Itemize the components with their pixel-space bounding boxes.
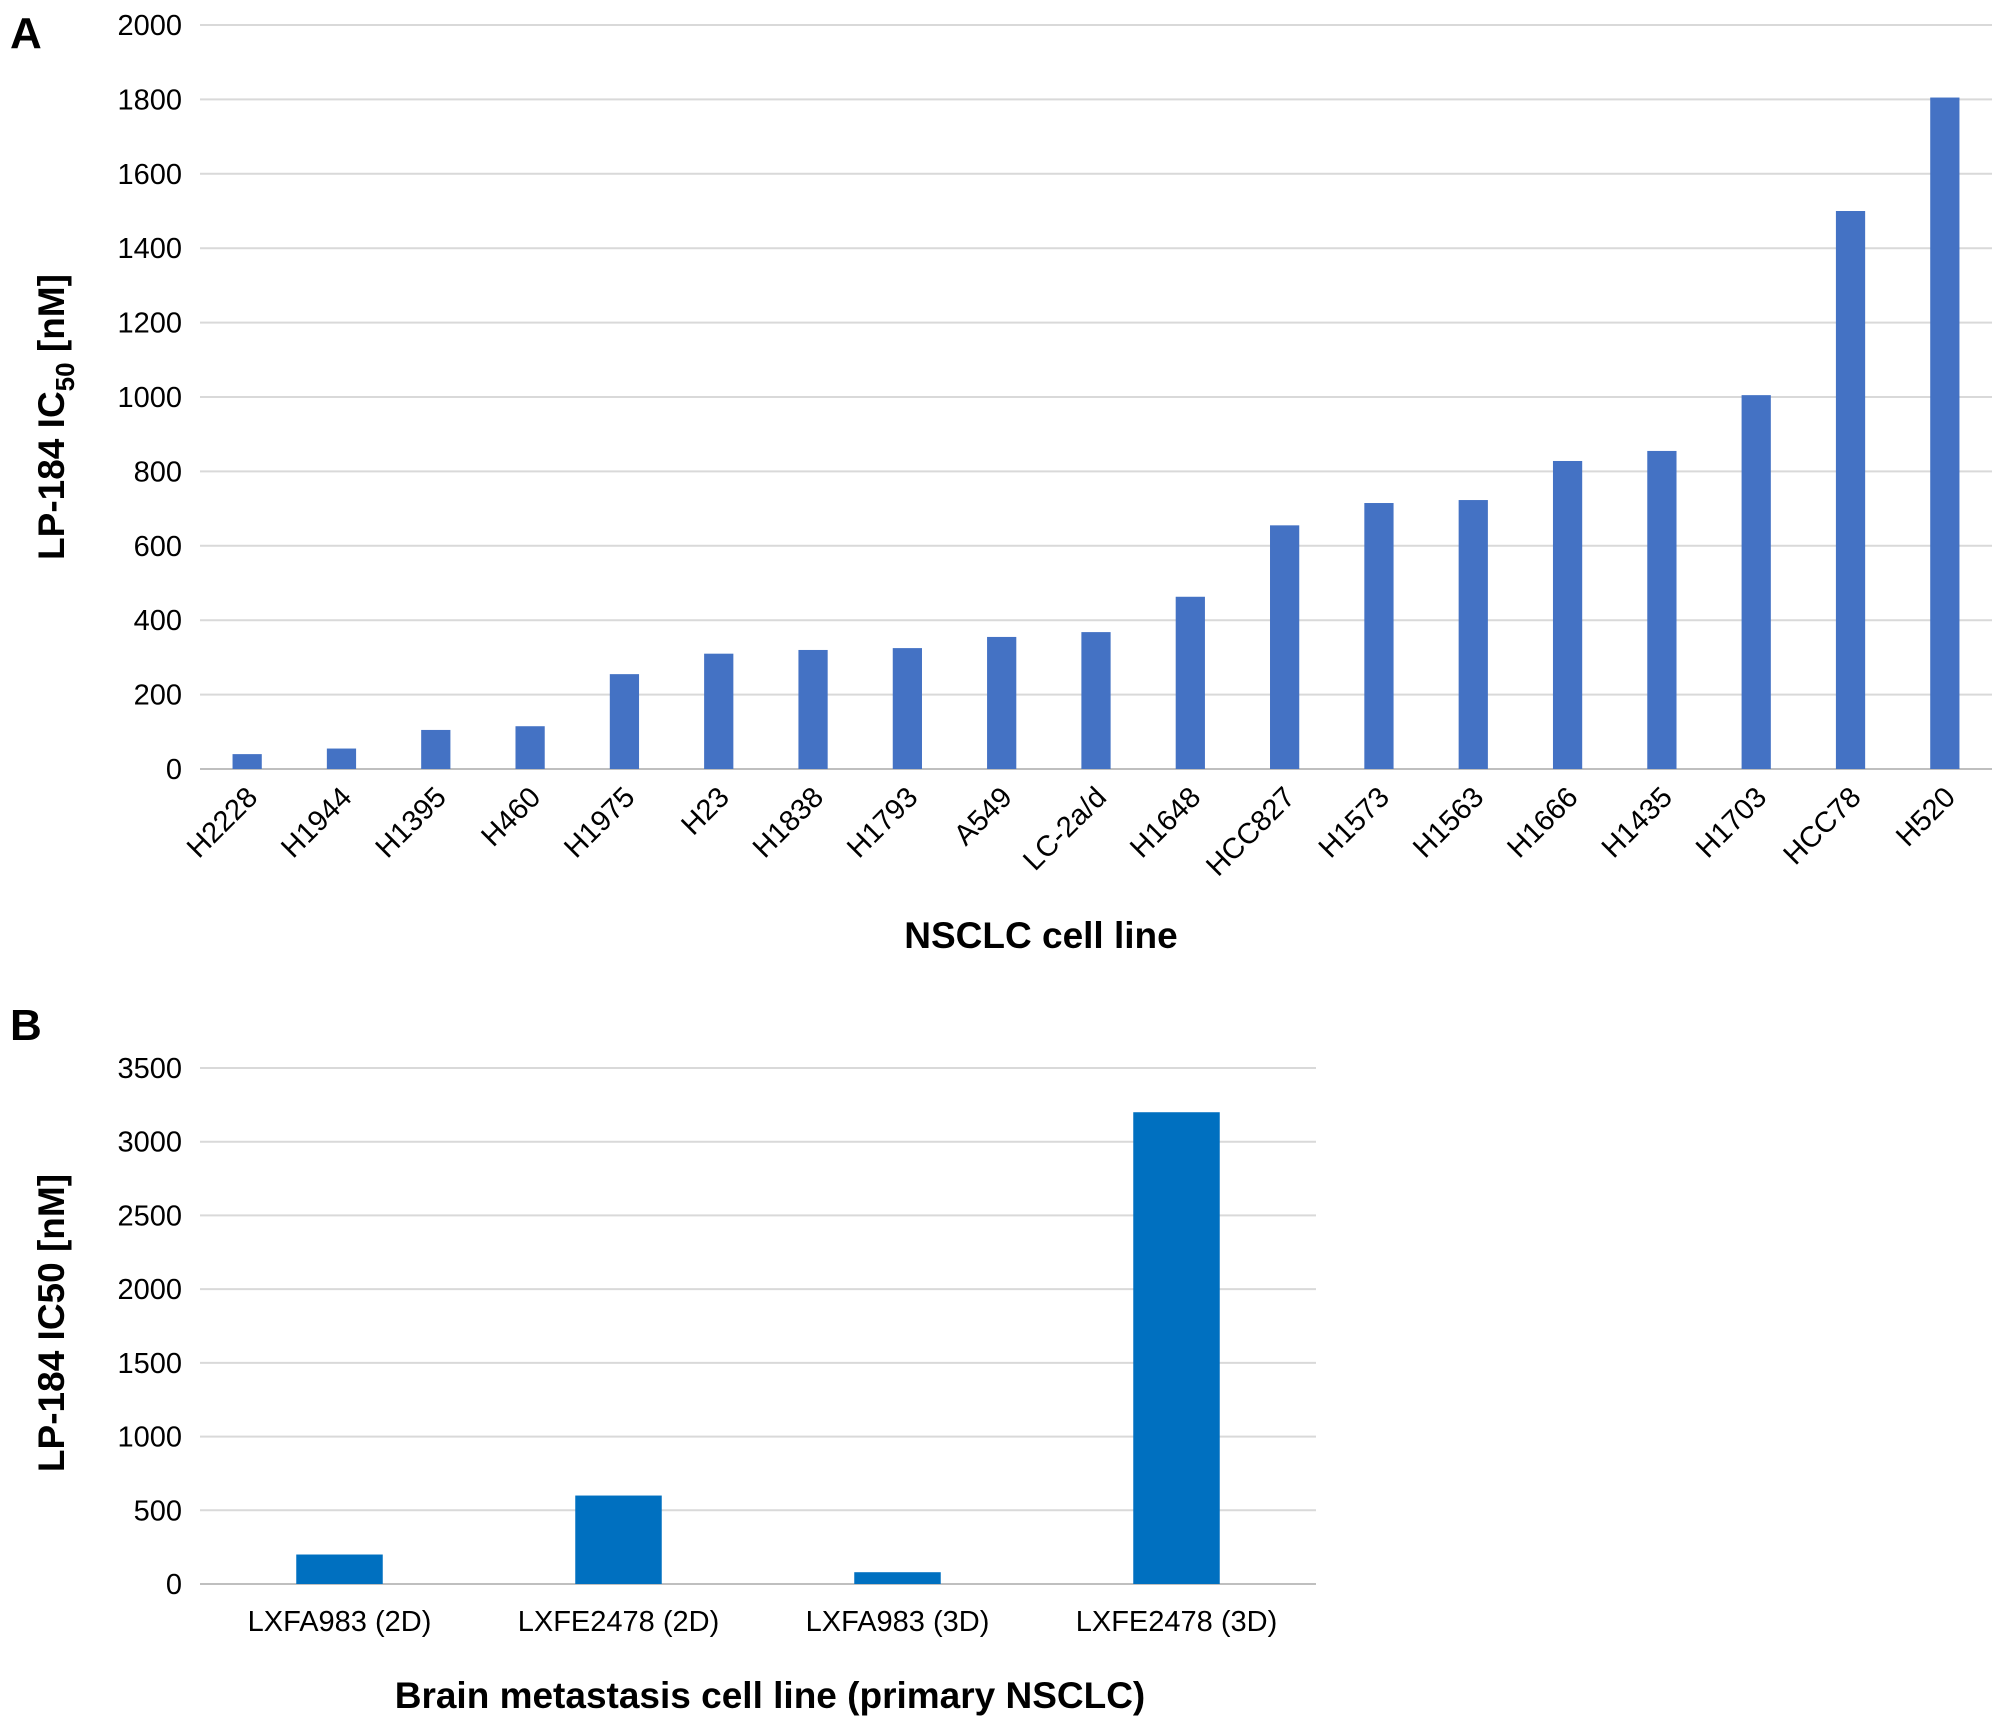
panelA-bar <box>1270 525 1300 769</box>
panel-b-bars <box>296 1112 1220 1584</box>
panelB-bar <box>1133 1112 1220 1584</box>
panelB-bar <box>575 1495 662 1584</box>
panelA-x-tick-label: H1703 <box>1690 781 1773 864</box>
panelA-bar <box>798 649 828 769</box>
panelA-y-tick-label: 1600 <box>117 159 182 191</box>
panelA-x-tick-label: H1944 <box>275 781 358 864</box>
panelB-y-tick-label: 2500 <box>117 1200 182 1232</box>
panel-b-grid <box>200 1067 1316 1585</box>
panelA-x-tick-label: HCC78 <box>1778 781 1868 871</box>
panelA-bar <box>1175 596 1205 769</box>
panelA-bar <box>704 653 734 769</box>
panelA-bar <box>232 754 262 769</box>
panelA-bar <box>1930 97 1960 770</box>
panelA-x-tick-label: H1563 <box>1407 781 1490 864</box>
panel-a-y-axis-title-unit: [nM] <box>31 274 72 362</box>
panelB-y-tick-label: 0 <box>166 1569 182 1601</box>
panel-b-y-tick-labels: 0 500 1000 1500 2000 2500 3000 3500 <box>117 1053 182 1601</box>
panel-b-y-axis-title: LP-184 IC50 [nM] <box>31 1174 72 1472</box>
panelA-x-tick-label: H1573 <box>1313 781 1396 864</box>
panel-a-y-axis-title-subscript: 50 <box>50 362 80 391</box>
panelA-x-tick-label: H1793 <box>841 781 924 864</box>
panelA-y-tick-label: 0 <box>166 754 182 786</box>
panelA-bar <box>1458 500 1488 769</box>
panelB-y-tick-label: 500 <box>134 1495 182 1527</box>
panelA-bar <box>1552 460 1583 769</box>
panelA-x-tick-label: H2228 <box>181 781 264 864</box>
panelA-bar <box>1081 632 1111 769</box>
panelA-y-tick-label: 1200 <box>117 308 182 340</box>
panelB-y-tick-label: 2000 <box>117 1274 182 1306</box>
panelA-x-tick-label: H460 <box>475 781 547 853</box>
panel-a-y-tick-labels: 0 200 400 600 800 1000 1200 1400 1600 1800 2000 <box>117 10 182 786</box>
panelA-bar <box>421 729 451 769</box>
panel-a-y-axis-title-main: LP-184 IC <box>31 391 72 560</box>
panelB-y-tick-label: 1500 <box>117 1348 182 1380</box>
panelB-y-tick-label: 3500 <box>117 1053 182 1085</box>
panelA-x-tick-label: A549 <box>948 781 1019 852</box>
panel-a-bars <box>232 97 1960 770</box>
panelB-x-tick-label: LXFA983 (2D) <box>248 1606 432 1638</box>
panelA-y-tick-label: 1400 <box>117 233 182 265</box>
panelA-bar <box>1647 450 1677 769</box>
panel-a: A 0200400600800100012001400160018002000 … <box>10 9 1992 956</box>
panel-b-x-axis-title: Brain metastasis cell line (primary NSCL… <box>395 1675 1146 1716</box>
panelA-y-tick-label: 1000 <box>117 382 182 414</box>
panel-a-y-axis-title: LP-184 IC50 [nM] <box>31 274 80 560</box>
panelA-bar <box>326 748 357 769</box>
panelA-x-tick-label: H1648 <box>1124 781 1207 864</box>
panelA-y-tick-label: 200 <box>134 680 182 712</box>
panelB-bar <box>296 1554 383 1584</box>
panelB-x-tick-label: LXFE2478 (2D) <box>518 1606 720 1638</box>
panelA-x-tick-label: H1975 <box>558 781 641 864</box>
panelA-x-tick-label: H1395 <box>370 781 453 864</box>
panelB-bar <box>854 1572 941 1584</box>
panelA-bar <box>1364 503 1394 769</box>
panelB-x-tick-label: LXFA983 (3D) <box>806 1606 990 1638</box>
panel-a-x-axis-title: NSCLC cell line <box>904 915 1177 956</box>
panelB-y-tick-label: 1000 <box>117 1422 182 1454</box>
panel-b: B 0 500 1000 1500 2000 2500 3000 3500 LXFA983 (… <box>10 1001 1316 1716</box>
panelA-y-tick-label: 400 <box>134 605 182 637</box>
panel-a-x-tick-labels: H2228 H1944 H1395 H460 H1975 H23 H1838 H1793 A54… <box>181 781 1962 882</box>
panelA-bar <box>1835 211 1866 769</box>
panelA-bar <box>1741 395 1771 769</box>
panelA-x-tick-label: HCC827 <box>1200 781 1301 882</box>
panelA-x-tick-label: H1435 <box>1596 781 1679 864</box>
panel-a-label: A <box>10 9 42 58</box>
panelA-y-tick-label: 2000 <box>117 10 182 42</box>
panelA-y-tick-label: 800 <box>134 456 182 488</box>
panelA-y-tick-label: 1800 <box>117 84 182 116</box>
panelA-x-tick-label: H1666 <box>1501 781 1584 864</box>
panelA-bar <box>892 648 922 769</box>
panelB-y-tick-label: 3000 <box>117 1127 182 1159</box>
panelA-x-tick-label: H23 <box>675 781 735 841</box>
panelA-y-tick-label: 600 <box>134 531 182 563</box>
panelA-x-tick-label: LC-2a/d <box>1017 781 1113 877</box>
panelA-x-tick-label: H1838 <box>747 781 830 864</box>
panelA-bar <box>515 726 545 769</box>
panelB-x-tick-label: LXFE2478 (3D) <box>1076 1606 1278 1638</box>
panelA-bar <box>987 636 1017 769</box>
panel-b-x-tick-labels: LXFA983 (2D) LXFE2478 (2D) LXFA983 (3D) LXF… <box>248 1606 1278 1638</box>
panel-a-grid <box>200 24 1992 770</box>
panelA-bar <box>609 674 640 769</box>
panelA-x-tick-label: H520 <box>1890 781 1962 853</box>
panel-b-label: B <box>10 1001 42 1050</box>
